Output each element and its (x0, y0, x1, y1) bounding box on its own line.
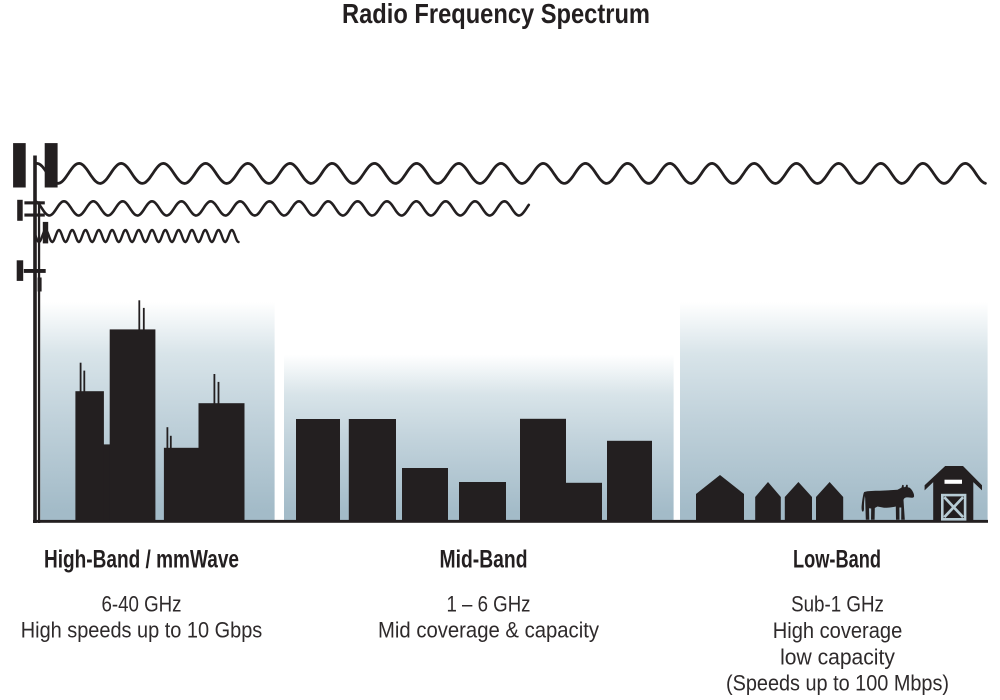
svg-text:Mid-Band: Mid-Band (440, 546, 528, 574)
svg-text:Sub-1 GHz: Sub-1 GHz (791, 592, 884, 617)
svg-text:6-40 GHz: 6-40 GHz (102, 592, 182, 617)
svg-text:Low-Band: Low-Band (793, 546, 881, 574)
svg-text:High-Band / mmWave: High-Band / mmWave (44, 546, 239, 574)
svg-text:1 – 6 GHz: 1 – 6 GHz (447, 592, 531, 617)
svg-text:Mid coverage & capacity: Mid coverage & capacity (378, 618, 599, 643)
svg-text:High speeds up to 10 Gbps: High speeds up to 10 Gbps (21, 618, 263, 643)
svg-text:High coverage: High coverage (773, 618, 903, 643)
svg-text:Radio Frequency Spectrum: Radio Frequency Spectrum (342, 0, 650, 29)
svg-text:(Speeds up to 100 Mbps): (Speeds up to 100 Mbps) (726, 671, 949, 696)
svg-text:low capacity: low capacity (780, 645, 895, 670)
